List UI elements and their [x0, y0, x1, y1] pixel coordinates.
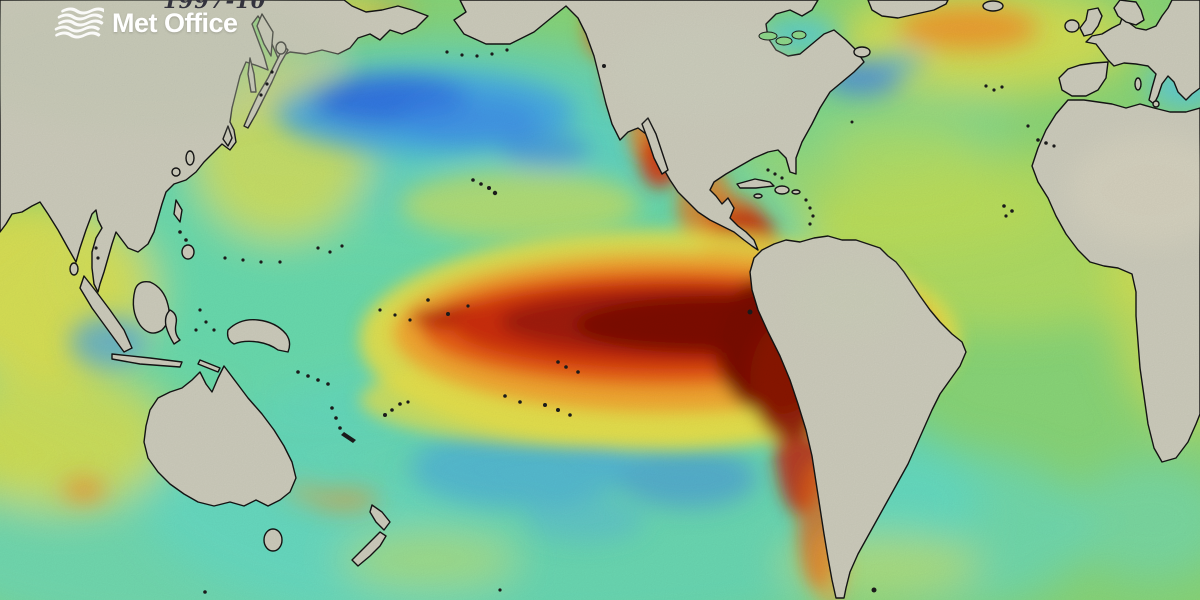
met-office-logo: Met Office — [50, 6, 238, 40]
met-office-logo-text: Met Office — [112, 7, 238, 38]
frame-date-label: 1997-10 — [163, 0, 267, 13]
met-office-waves-icon — [54, 7, 104, 39]
